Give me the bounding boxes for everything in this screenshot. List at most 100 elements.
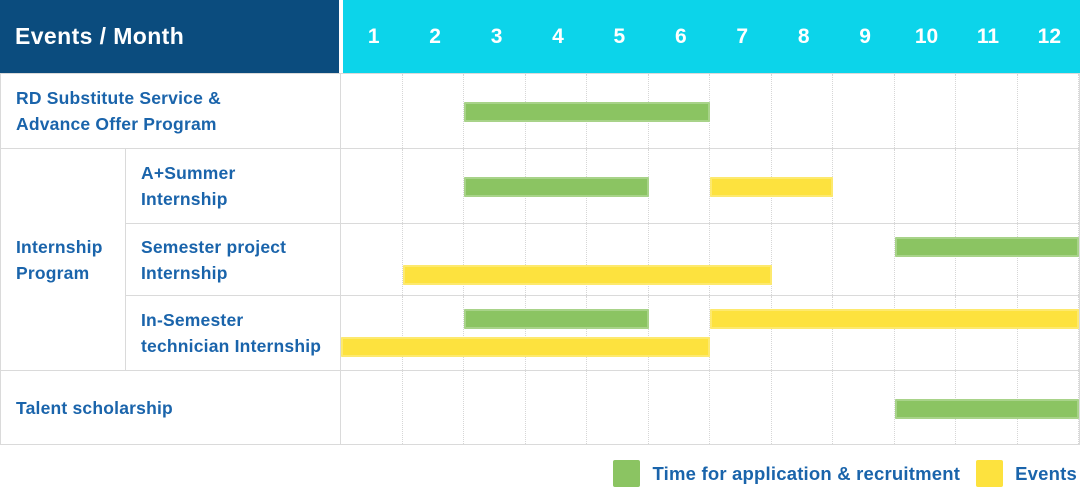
month-header: 1 2 3 4 5 6 7 8 9 10 11 12 [343,0,1080,73]
chart-row-rd-substitute [340,74,1079,148]
month-label: 9 [859,24,871,48]
month-gridline [956,296,1018,370]
gantt-bar-event [710,177,833,197]
month-gridline [341,149,403,223]
month-gridline [403,371,464,444]
table-header: Events / Month 1 2 3 4 5 6 7 8 9 10 11 12 [0,0,1080,73]
row-label-semester-project: Semester project Internship [125,223,340,295]
legend: Time for application & recruitment Event… [613,460,1077,487]
month-label: 8 [797,24,810,48]
row-label-line: Talent scholarship [16,397,173,418]
month-gridline [526,224,587,295]
month-gridline [956,149,1018,223]
chart-row-in-semester-technician [340,295,1079,370]
gantt-bar-application [894,398,1079,419]
table-body: RD Substitute Service & Advance Offer Pr… [0,73,1080,445]
month-gridline [649,371,710,444]
month-gridline [956,224,1018,295]
month-gridline [341,296,403,370]
month-gridline [895,296,956,370]
month-gridline [464,371,526,444]
corner-header: Events / Month [0,0,339,73]
month-gridline [1018,149,1079,223]
month-gridline [403,74,464,148]
month-gridline [833,224,895,295]
month-label: 1 [367,24,380,48]
month-gridline [1018,74,1079,148]
month-gridline [895,149,956,223]
month-gridline [772,74,833,148]
month-gridline [403,296,464,370]
row-label-a-plus-summer: A+Summer Internship [125,148,340,223]
row-label-line: technician Internship [141,336,322,356]
row-label-line: Internship [141,189,228,209]
row-label-in-semester-technician: In-Semester technician Internship [125,295,340,370]
gantt-bar-application [464,102,710,122]
month-gridline [403,224,464,295]
month-label: 4 [552,24,564,48]
month-gridline [710,371,772,444]
month-gridline [341,224,403,295]
gantt-bar-event [402,265,772,285]
month-gridline [772,371,833,444]
yellow-swatch-icon [976,460,1004,487]
month-gridline [464,296,526,370]
month-gridline [526,371,587,444]
month-gridline [833,371,895,444]
green-swatch-icon [613,460,641,487]
gantt-chart: Events / Month 1 2 3 4 5 6 7 8 9 10 11 12 RD Substi… [0,0,1080,445]
month-gridline [956,74,1018,148]
month-gridline [1018,296,1079,370]
chart-row-semester-project [340,223,1079,295]
month-gridline [587,371,649,444]
month-label: 5 [613,24,626,48]
header-gap [339,0,343,73]
row-label-line: In-Semester [141,310,244,330]
month-label: 2 [429,24,441,48]
gantt-bar-application [464,309,649,329]
row-label-line: Advance Offer Program [16,114,217,134]
group-label-line: Internship [16,236,103,257]
month-gridline [464,224,526,295]
row-label-rd-substitute: RD Substitute Service & Advance Offer Pr… [1,74,340,148]
legend-label: Events [1015,462,1077,484]
month-gridline [895,224,956,295]
row-label-line: Semester project [141,236,287,257]
month-gridline [587,296,649,370]
row-label-line: Internship [141,262,228,283]
chart-row-talent-scholarship [340,370,1079,444]
month-gridline [772,296,833,370]
gantt-bar-event [341,337,710,357]
row-label-talent-scholarship: Talent scholarship [1,370,340,444]
legend-label: Time for application & recruitment [652,462,961,484]
gantt-bar-application [464,177,649,197]
month-label: 10 [914,24,939,48]
month-gridline [403,149,464,223]
month-gridline [710,224,772,295]
month-gridline [649,296,710,370]
month-gridline [833,149,895,223]
month-gridline [895,74,956,148]
month-gridline [649,149,710,223]
month-gridline [710,296,772,370]
row-label-line: A+Summer [141,163,236,183]
month-label: 7 [736,24,749,48]
legend-item-events: Events [976,460,1077,487]
gantt-bar-event [710,309,1079,329]
month-label: 12 [1037,24,1062,48]
month-gridline [833,296,895,370]
month-label: 6 [674,24,687,48]
chart-row-a-plus-summer [340,148,1079,223]
month-gridline [587,224,649,295]
month-gridline [649,224,710,295]
legend-item-application: Time for application & recruitment [613,460,960,487]
month-gridline [341,371,403,444]
month-label: 11 [976,24,1000,48]
month-gridline [710,74,772,148]
month-gridline [1018,224,1079,295]
month-gridline [526,296,587,370]
row-label-line: RD Substitute Service & [16,88,221,108]
month-gridline [772,224,833,295]
group-label-internship-program: Internship Program [1,148,125,370]
month-gridline [833,74,895,148]
